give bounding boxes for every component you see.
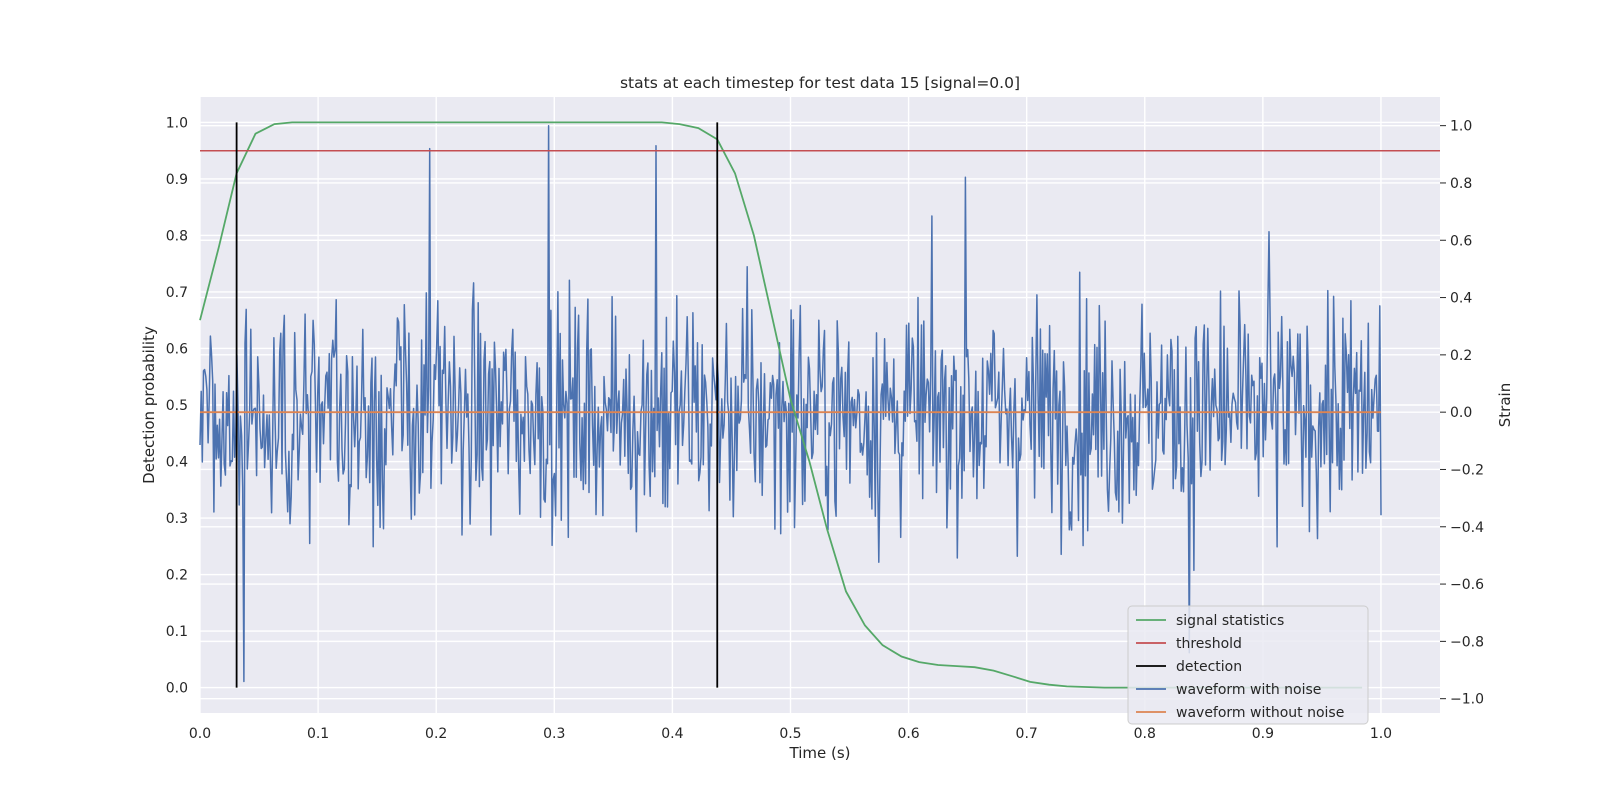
x-tick-label: 0.6 <box>897 726 919 742</box>
y-tick-label: 0.2 <box>166 568 188 584</box>
x-tick-label: 0.7 <box>1016 726 1038 742</box>
x-tick-label: 0.5 <box>779 726 801 742</box>
y-tick-label: 0.6 <box>166 341 188 357</box>
y2-tick-label: −0.4 <box>1450 520 1484 536</box>
y-tick-label: 0.7 <box>166 285 188 301</box>
legend-label: waveform with noise <box>1176 682 1321 698</box>
legend-label: threshold <box>1176 636 1242 652</box>
y-tick-label: 0.3 <box>166 511 188 527</box>
y2-tick-label: −0.8 <box>1450 634 1484 650</box>
x-tick-label: 0.1 <box>307 726 329 742</box>
y-axis-label: Detection probability <box>140 326 158 484</box>
y2-tick-label: 0.8 <box>1450 176 1472 192</box>
legend-box <box>1127 605 1369 725</box>
x-tick-label: 0.0 <box>189 726 211 742</box>
legend: signal statistics threshold detection wavef… <box>1127 605 1369 725</box>
axes: 0.0 0.1 0.2 0.3 0.4 0.5 0.6 0.7 0.8 0.9 1.0 0.0 0.1 0… <box>166 115 1484 742</box>
x-tick-label: 0.2 <box>425 726 447 742</box>
y-tick-label: 1.0 <box>166 115 188 131</box>
y2-axis-label: Strain <box>1496 383 1514 427</box>
series-layer <box>199 121 1440 689</box>
y2-tick-label: 0.0 <box>1450 405 1472 421</box>
x-tick-label: 0.9 <box>1252 726 1274 742</box>
y2-tick-label: 0.6 <box>1450 233 1472 249</box>
y-tick-label: 0.4 <box>166 455 188 471</box>
x-axis-label: Time (s) <box>789 744 851 762</box>
x-tick-label: 0.3 <box>543 726 565 742</box>
y2-tick-label: −0.2 <box>1450 462 1484 478</box>
y2-tick-label: 1.0 <box>1450 119 1472 135</box>
y2-tick-label: −1.0 <box>1450 692 1484 708</box>
chart-title: stats at each timestep for test data 15 … <box>620 74 1020 92</box>
y-tick-label: 0.5 <box>166 398 188 414</box>
y-tick-label: 0.8 <box>166 228 188 244</box>
x-tick-label: 0.8 <box>1134 726 1156 742</box>
legend-label: waveform without noise <box>1176 705 1344 721</box>
series-waveform-with-noise <box>199 124 1382 683</box>
y2-tick-label: −0.6 <box>1450 577 1484 593</box>
y2-tick-label: 0.4 <box>1450 291 1472 307</box>
legend-label: detection <box>1176 659 1242 675</box>
y-tick-label: 0.1 <box>166 624 188 640</box>
y2-tick-label: 0.2 <box>1450 348 1472 364</box>
x-tick-label: 0.4 <box>661 726 683 742</box>
y-tick-label: 0.0 <box>166 681 188 697</box>
x-tick-label: 1.0 <box>1370 726 1392 742</box>
legend-label: signal statistics <box>1176 613 1284 629</box>
y-tick-label: 0.9 <box>166 172 188 188</box>
